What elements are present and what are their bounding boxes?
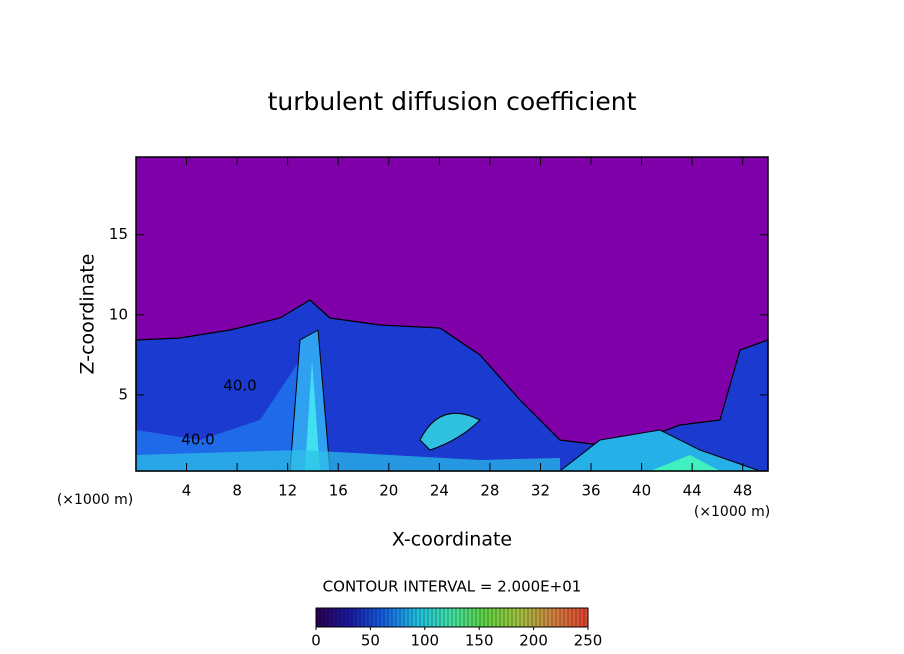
x-tick-label: 16 (329, 482, 348, 500)
x-tick-label: 4 (182, 482, 192, 500)
contour-label: 40.0 (223, 377, 256, 395)
plot-frame (135, 156, 769, 472)
x-tick-label: 44 (683, 482, 702, 500)
chart-title: turbulent diffusion coefficient (268, 87, 637, 116)
contour-interval: CONTOUR INTERVAL = 2.000E+01 (323, 578, 582, 596)
x-tick-label: 28 (480, 482, 499, 500)
x-tick-label: 32 (531, 482, 550, 500)
y-tick-label: 10 (109, 305, 128, 323)
x-tick-label: 12 (278, 482, 297, 500)
colorbar-tick-label: 150 (465, 632, 494, 650)
x-tick-label: 8 (232, 482, 242, 500)
field-region (136, 360, 320, 471)
colorbar-tick-label: 0 (311, 632, 321, 650)
x-axis-label: X-coordinate (392, 529, 512, 551)
colorbar-tick-label: 250 (574, 632, 603, 650)
unit-label: (×1000 m) (57, 492, 133, 508)
field-streak (419, 412, 481, 451)
field-region (136, 450, 560, 471)
colorbar: 0 50 100 150 200 250 (311, 607, 603, 650)
colorbar-fill (315, 607, 589, 628)
field (135, 299, 769, 472)
field-streak (305, 360, 320, 471)
y-tick-label: 5 (118, 385, 128, 403)
x-tick-label: 24 (430, 482, 449, 500)
colorbar-tick-label: 100 (410, 632, 439, 650)
x-tick-label: 36 (581, 482, 600, 500)
colorbar-tick-label: 50 (361, 632, 380, 650)
x-tick-label: 20 (379, 482, 398, 500)
y-axis-label: Z-coordinate (77, 254, 99, 375)
x-tick-label: 40 (632, 482, 651, 500)
x-tick-label: 48 (733, 482, 752, 500)
field-streak (650, 455, 720, 471)
unit-label: (×1000 m) (694, 504, 770, 520)
contour-label: 40.0 (181, 431, 214, 449)
colorbar-tick-label: 200 (519, 632, 548, 650)
y-tick-label: 15 (109, 225, 128, 243)
